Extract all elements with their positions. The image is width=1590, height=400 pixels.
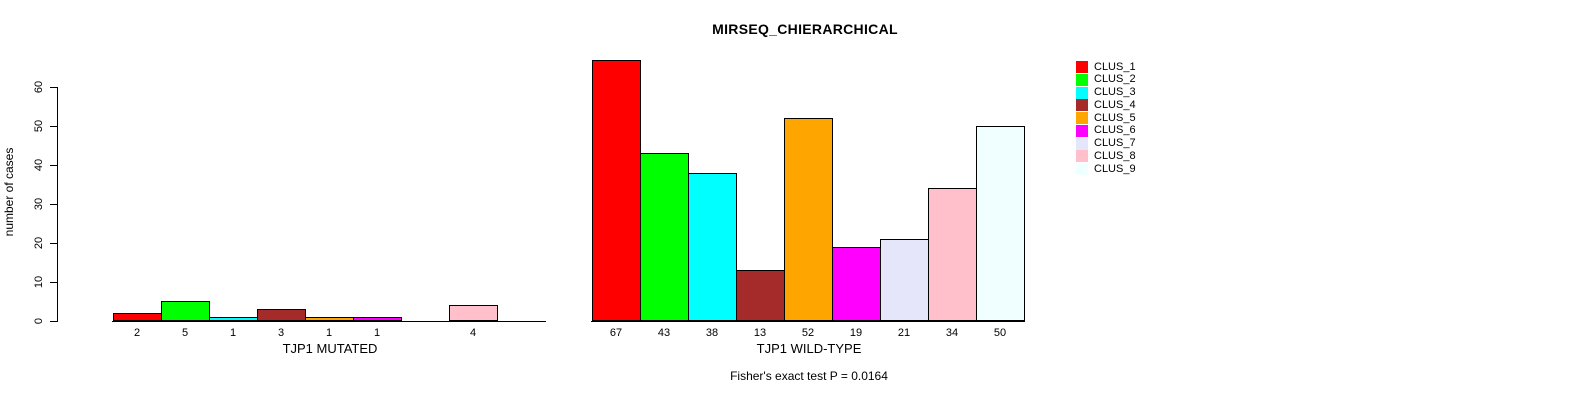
y-axis-tick-label: 50 (33, 119, 45, 133)
bar-value-label: 52 (801, 327, 815, 339)
y-axis-tick-label: 30 (33, 197, 45, 211)
bar-clus_6 (832, 247, 881, 321)
bar-clus_1 (113, 313, 162, 321)
legend-label-clus_5: CLUS_5 (1094, 111, 1136, 124)
y-axis-tick-label: 0 (33, 317, 45, 325)
bar-clus_6 (353, 317, 402, 321)
y-axis-tick (50, 321, 57, 322)
bar-clus_1 (592, 60, 641, 321)
y-axis-tick (50, 243, 57, 244)
legend-swatch-clus_8 (1076, 150, 1088, 163)
bar-value-label: 67 (609, 327, 623, 339)
x-axis-title-wildtype: TJP1 WILD-TYPE (756, 341, 862, 356)
legend-swatch-clus_5 (1076, 112, 1088, 124)
y-axis-line (57, 87, 58, 322)
legend-swatch-clus_6 (1076, 124, 1088, 137)
legend-swatch-clus_2 (1076, 73, 1088, 86)
bar-clus_8 (928, 188, 977, 321)
legend-label-clus_4: CLUS_4 (1094, 98, 1136, 111)
bar-clus_2 (640, 153, 689, 321)
bar-clus_4 (736, 270, 785, 321)
y-axis-tick-label: 40 (33, 158, 45, 172)
legend-label-clus_9: CLUS_9 (1094, 162, 1136, 175)
legend-label-clus_2: CLUS_2 (1094, 73, 1136, 86)
bar-value-label: 1 (373, 327, 381, 339)
bar-value-label: 5 (181, 327, 189, 339)
legend-swatch-clus_4 (1076, 99, 1088, 112)
y-axis-tick-label: 20 (33, 236, 45, 250)
bar-value-label: 19 (849, 327, 863, 339)
bar-value-label: 2 (133, 327, 141, 339)
y-axis-tick-label: 10 (33, 275, 45, 289)
legend-label-clus_7: CLUS_7 (1094, 137, 1136, 149)
y-axis-tick (50, 282, 57, 283)
bar-clus_8 (449, 305, 498, 321)
bar-clus_2 (161, 301, 210, 321)
chart-title: MIRSEQ_CHIERARCHICAL (712, 21, 898, 37)
y-axis-tick (50, 165, 57, 166)
legend-swatch-clus_3 (1076, 86, 1088, 99)
legend-label-clus_1: CLUS_1 (1094, 60, 1136, 73)
y-axis-tick (50, 87, 57, 88)
bar-value-label: 1 (325, 327, 333, 339)
bar-clus_5 (305, 317, 354, 321)
bar-value-label: 4 (469, 327, 477, 339)
legend-label-clus_6: CLUS_6 (1094, 124, 1136, 137)
bar-clus_3 (688, 173, 737, 321)
fisher-test-annotation: Fisher's exact test P = 0.0164 (730, 369, 888, 383)
y-axis-label: number of cases (2, 147, 16, 237)
bar-value-label: 38 (705, 327, 719, 339)
y-axis-tick (50, 204, 57, 205)
bar-clus_9 (976, 126, 1025, 321)
bar-clus_5 (784, 118, 833, 321)
legend-label-clus_3: CLUS_3 (1094, 86, 1136, 98)
bar-value-label: 43 (657, 327, 671, 339)
y-axis-tick (50, 126, 57, 127)
x-axis-line (591, 321, 1025, 322)
bar-value-label: 21 (897, 327, 911, 339)
legend-swatch-clus_9 (1076, 163, 1088, 175)
bar-clus_7 (880, 239, 929, 321)
legend-swatch-clus_1 (1076, 61, 1088, 73)
bar-value-label: 34 (945, 327, 959, 339)
legend-label-clus_8: CLUS_8 (1094, 149, 1136, 162)
bar-value-label: 50 (993, 327, 1007, 339)
bar-value-label: 3 (277, 327, 285, 339)
bar-clus_4 (257, 309, 306, 321)
bar-value-label: 13 (753, 327, 767, 339)
x-axis-title-mutated: TJP1 MUTATED (282, 341, 378, 356)
x-axis-line (112, 321, 546, 322)
bar-clus_3 (209, 317, 258, 321)
bar-value-label: 1 (229, 327, 237, 339)
y-axis-tick-label: 60 (33, 80, 45, 94)
legend-swatch-clus_7 (1076, 137, 1088, 150)
